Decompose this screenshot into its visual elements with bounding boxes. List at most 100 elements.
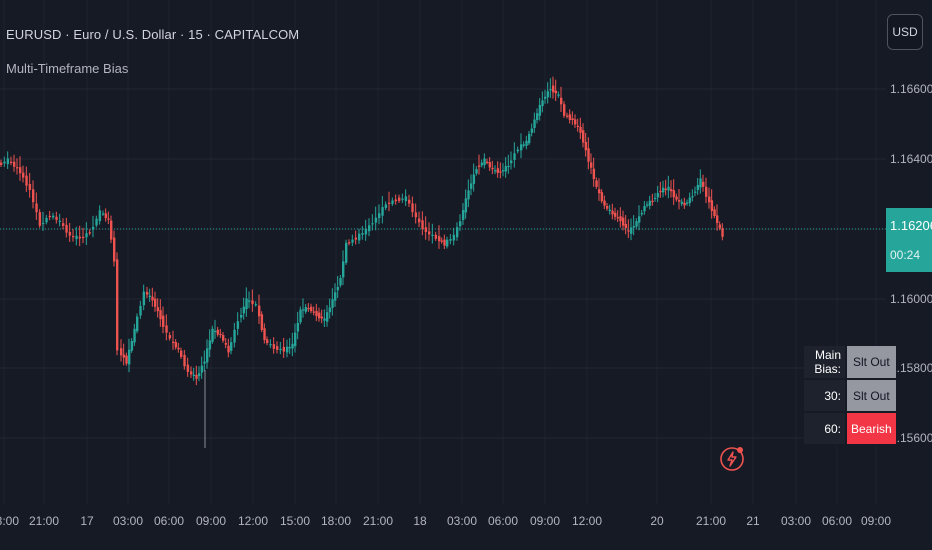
candle-body bbox=[198, 373, 201, 377]
candle-body bbox=[648, 200, 652, 206]
candle-body bbox=[240, 314, 243, 318]
candle-body bbox=[296, 322, 300, 332]
candle-body bbox=[654, 197, 657, 200]
candle-body bbox=[75, 235, 78, 240]
candle-body bbox=[334, 292, 337, 301]
candle-body bbox=[78, 236, 82, 239]
candle-body bbox=[434, 234, 438, 239]
price-tick: 1.16400 bbox=[890, 152, 932, 166]
candle-body bbox=[323, 318, 326, 321]
candle-body bbox=[541, 100, 544, 107]
candle-body bbox=[95, 218, 98, 226]
candle-body bbox=[136, 316, 139, 332]
candle-body bbox=[195, 374, 198, 379]
candle-body bbox=[266, 339, 269, 344]
bias-label: 30: bbox=[804, 379, 847, 412]
time-tick: 21:00 bbox=[695, 514, 727, 528]
candle-body bbox=[696, 185, 700, 190]
candle-body bbox=[177, 347, 180, 350]
candle-body bbox=[656, 192, 660, 198]
candle-body bbox=[507, 165, 510, 167]
candle-body bbox=[65, 224, 68, 233]
candle-body bbox=[32, 189, 35, 203]
candle-body bbox=[110, 220, 113, 240]
candle-body bbox=[699, 178, 702, 188]
candle-body bbox=[438, 236, 441, 242]
candle-body bbox=[421, 220, 424, 229]
candle-body bbox=[560, 97, 563, 105]
candle-body bbox=[107, 218, 110, 220]
candle-body bbox=[478, 165, 481, 167]
candle-body bbox=[254, 304, 258, 306]
candle-body bbox=[614, 212, 617, 217]
candle-body bbox=[708, 196, 711, 203]
indicator-name[interactable]: Multi-Timeframe Bias bbox=[6, 61, 129, 76]
candle-body bbox=[227, 345, 230, 353]
candle-body bbox=[622, 217, 625, 226]
candle-body bbox=[378, 213, 381, 218]
time-tick: 18:00 bbox=[320, 514, 352, 528]
candle-body bbox=[318, 312, 321, 319]
candle-body bbox=[428, 231, 431, 235]
candle-body bbox=[404, 196, 408, 202]
candle-body bbox=[672, 190, 676, 198]
candle-body bbox=[248, 300, 251, 302]
candle-body bbox=[230, 342, 233, 351]
candle-body bbox=[162, 315, 165, 327]
candle-body bbox=[678, 200, 681, 202]
candle-body bbox=[374, 217, 378, 223]
candle-body bbox=[670, 189, 673, 192]
candle-body bbox=[394, 199, 398, 202]
candle-body bbox=[494, 170, 497, 172]
candle-body bbox=[206, 348, 209, 363]
bias-label: Main Bias: bbox=[804, 346, 847, 379]
candle-body bbox=[431, 234, 434, 236]
symbol-header[interactable]: EURUSD · Euro / U.S. Dollar · 15 · CAPIT… bbox=[6, 27, 300, 42]
candle-body bbox=[291, 343, 294, 349]
candle-body bbox=[462, 210, 465, 220]
candle-body bbox=[286, 346, 289, 353]
candle-body bbox=[148, 295, 152, 298]
candle-body bbox=[19, 167, 22, 174]
candle-body bbox=[475, 169, 478, 174]
candle-body bbox=[72, 236, 75, 238]
time-tick: 18 bbox=[413, 514, 427, 528]
candle-body bbox=[180, 350, 183, 357]
candle-body bbox=[718, 224, 722, 229]
candle-body bbox=[544, 96, 547, 99]
candle-body bbox=[364, 228, 368, 235]
candle-body bbox=[533, 119, 536, 128]
candle-body bbox=[584, 141, 588, 151]
candle-body bbox=[0, 162, 3, 165]
candle-body bbox=[190, 371, 193, 375]
candle-body bbox=[146, 292, 149, 295]
candle-body bbox=[186, 364, 190, 372]
candle-body bbox=[348, 242, 351, 244]
candle-body bbox=[58, 220, 62, 222]
candle-body bbox=[499, 171, 502, 173]
lightning-icon[interactable] bbox=[718, 444, 746, 472]
time-tick: 03:00 bbox=[112, 514, 144, 528]
candle-body bbox=[408, 199, 411, 204]
candle-body bbox=[694, 191, 697, 193]
candle-body bbox=[85, 233, 88, 238]
candle-body bbox=[552, 85, 555, 93]
currency-button[interactable]: USD bbox=[887, 14, 923, 50]
candle-body bbox=[320, 316, 324, 319]
candle-body bbox=[245, 298, 248, 310]
candle-body bbox=[424, 227, 428, 232]
candle-body bbox=[168, 335, 172, 339]
candle-body bbox=[574, 119, 577, 125]
candle-body bbox=[491, 167, 494, 170]
candle-body bbox=[154, 298, 157, 307]
candle-body bbox=[568, 114, 572, 120]
candle-body bbox=[174, 342, 178, 348]
candle-body bbox=[525, 140, 528, 146]
bias-value: Bearish bbox=[846, 412, 896, 445]
candle-body bbox=[258, 305, 261, 317]
time-tick: 06:00 bbox=[821, 514, 853, 528]
price-tick: 1.15800 bbox=[890, 361, 932, 375]
candle-body bbox=[6, 158, 10, 165]
candle-body bbox=[536, 113, 539, 120]
